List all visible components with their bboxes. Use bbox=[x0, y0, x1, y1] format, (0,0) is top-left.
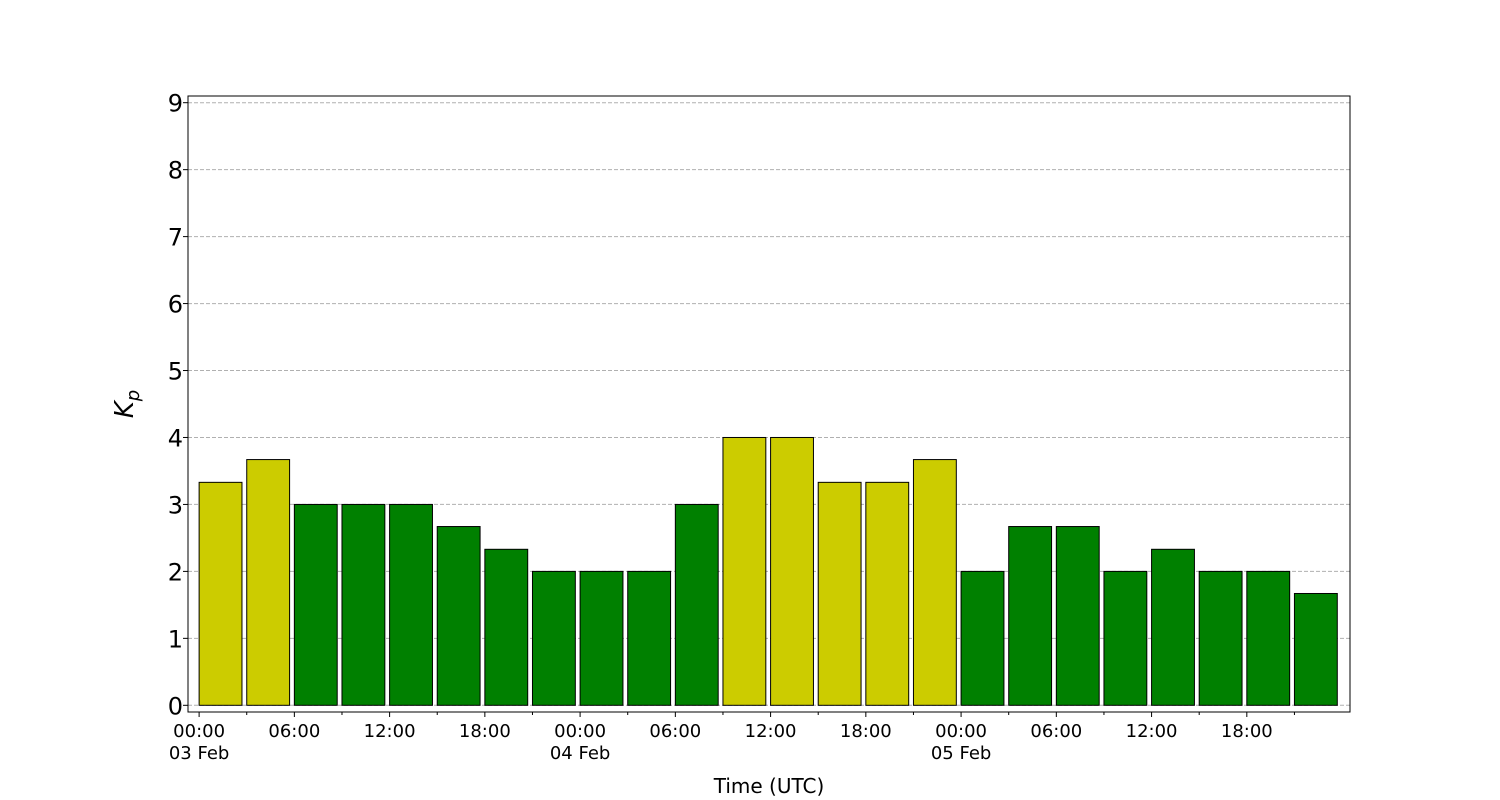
x-tick-label: 18:00 bbox=[840, 721, 892, 742]
bar bbox=[1293, 592, 1338, 706]
x-tick-label: 06:00 bbox=[1030, 721, 1082, 742]
bar bbox=[293, 503, 338, 706]
bar bbox=[627, 570, 672, 706]
y-tick-label: 5 bbox=[168, 358, 183, 386]
bar bbox=[1055, 526, 1100, 706]
x-tick-label: 12:00 bbox=[1126, 721, 1178, 742]
bar bbox=[436, 526, 481, 706]
x-tick-label: 18:00 bbox=[459, 721, 511, 742]
y-tick-label: 7 bbox=[168, 224, 183, 252]
x-tick-label: 06:00 bbox=[268, 721, 320, 742]
y-tick-label: 9 bbox=[168, 90, 183, 118]
bar bbox=[389, 503, 433, 706]
y-axis-label: Kp bbox=[110, 390, 144, 419]
y-tick-label: 1 bbox=[168, 625, 183, 653]
bar bbox=[1151, 548, 1195, 706]
bar bbox=[960, 570, 1005, 706]
bar bbox=[722, 436, 767, 706]
bar bbox=[1008, 526, 1053, 706]
bar bbox=[579, 570, 624, 706]
plot-frame bbox=[187, 95, 1351, 713]
bar bbox=[1246, 570, 1291, 706]
y-tick-label: 4 bbox=[168, 424, 183, 452]
x-tick-label: 18:00 bbox=[1221, 721, 1273, 742]
y-tick-label: 0 bbox=[168, 692, 183, 720]
x-tick-label: 06:00 bbox=[649, 721, 701, 742]
bar bbox=[817, 481, 862, 706]
bar bbox=[484, 548, 529, 706]
y-tick-label: 6 bbox=[168, 291, 183, 319]
x-tick-label: 00:00 05 Feb bbox=[931, 721, 992, 764]
bar bbox=[531, 570, 576, 706]
y-tick-label: 8 bbox=[168, 157, 183, 185]
bar bbox=[865, 481, 910, 706]
bar bbox=[674, 503, 719, 706]
bar bbox=[341, 503, 386, 706]
y-tick-label: 2 bbox=[168, 558, 183, 586]
bar bbox=[770, 436, 814, 706]
x-axis-label: Time (UTC) bbox=[713, 774, 825, 798]
bar bbox=[912, 459, 957, 706]
bar bbox=[1198, 570, 1243, 706]
y-tick-label: 3 bbox=[168, 491, 183, 519]
bar bbox=[1103, 570, 1148, 706]
x-tick-label: 12:00 bbox=[745, 721, 797, 742]
x-tick-label: 00:00 04 Feb bbox=[550, 721, 611, 764]
x-tick-label: 00:00 03 Feb bbox=[169, 721, 230, 764]
bar bbox=[198, 481, 243, 706]
bar bbox=[246, 459, 291, 706]
x-tick-label: 12:00 bbox=[364, 721, 416, 742]
